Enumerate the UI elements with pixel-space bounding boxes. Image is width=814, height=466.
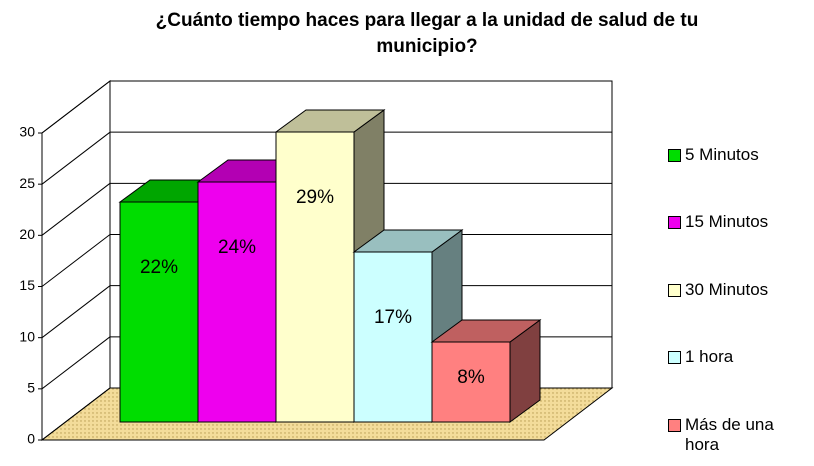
legend-label: 15 Minutos (685, 212, 769, 231)
legend-swatch (668, 216, 681, 229)
legend-label: 5 Minutos (685, 145, 759, 164)
y-tick-label: 10 (19, 328, 35, 344)
y-tick-label: 25 (19, 175, 35, 191)
data-label: 24% (218, 237, 256, 258)
chart-title: ¿Cuánto tiempo haces para llegar a la un… (155, 10, 699, 57)
legend-label: Más de una hora (685, 415, 774, 454)
legend-swatch (668, 284, 681, 297)
legend-swatch (668, 351, 681, 364)
data-label: 17% (374, 307, 412, 328)
legend-label: 30 Minutos (685, 280, 769, 299)
legend-item: 30 Minutos (668, 280, 808, 300)
legend-item: 1 hora (668, 347, 808, 367)
y-tick-label: 5 (27, 380, 35, 396)
y-tick-label: 15 (19, 277, 35, 293)
legend-swatch (668, 419, 681, 432)
legend-item: 5 Minutos (668, 145, 808, 165)
y-tick-label: 20 (19, 226, 35, 242)
bar (431, 341, 511, 423)
legend-item: Más de una hora (668, 415, 808, 455)
bar (353, 251, 433, 423)
bar (275, 131, 355, 423)
grid-line (41, 131, 111, 185)
bar (119, 201, 199, 423)
data-label: 8% (457, 367, 485, 388)
bar (197, 181, 277, 423)
grid-line (41, 336, 111, 390)
y-tick-label: 30 (19, 124, 35, 140)
grid-line (41, 387, 111, 441)
legend-swatch (668, 149, 681, 162)
data-label: 22% (140, 257, 178, 278)
data-label: 29% (296, 187, 334, 208)
grid-line (41, 234, 111, 287)
legend-item: 15 Minutos (668, 212, 808, 232)
grid-line (41, 80, 111, 134)
legend-label: 1 hora (685, 347, 734, 366)
grid-line (41, 182, 111, 236)
grid-line (41, 285, 111, 339)
y-tick-label: 0 (27, 431, 35, 447)
